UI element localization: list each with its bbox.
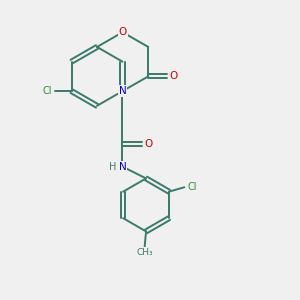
Text: O: O: [144, 139, 152, 149]
Text: CH₃: CH₃: [136, 248, 153, 256]
Text: N: N: [118, 86, 126, 96]
Text: O: O: [118, 27, 127, 37]
Text: N: N: [118, 162, 126, 172]
Text: Cl: Cl: [188, 182, 197, 192]
Text: Cl: Cl: [42, 86, 52, 96]
Text: O: O: [170, 71, 178, 81]
Text: H: H: [109, 162, 116, 172]
